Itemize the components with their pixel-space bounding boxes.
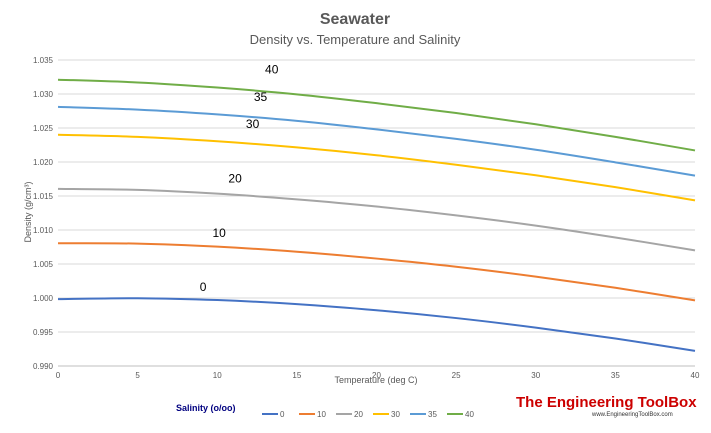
series-annotations: 0 10 20 30 35 40 [200,63,279,295]
logo-url: www.EngineeringToolBox.com [591,412,673,418]
y-axis-label: Density (g/cm³) [23,181,33,242]
series-lines [57,78,696,352]
series-annotation: 30 [246,117,260,131]
x-tick-label: 35 [611,371,620,380]
y-tick-label: 0.990 [33,362,54,371]
y-tick-label: 1.025 [33,124,54,133]
x-tick-label: 30 [531,371,540,380]
series-line-10 [57,242,696,302]
series-line-0 [57,297,696,352]
legend-entry: 20 [354,410,363,419]
x-tick-label: 25 [452,371,461,380]
series-annotation: 10 [212,226,226,240]
engineering-toolbox-logo: The Engineering ToolBox www.EngineeringT… [516,394,697,418]
legend-entry: 30 [391,410,400,419]
x-tick-label: 10 [213,371,222,380]
chart-title: Seawater [320,11,390,28]
y-tick-label: 0.995 [33,328,54,337]
y-tick-label: 1.000 [33,294,54,303]
series-annotation: 0 [200,280,207,294]
series-annotation: 35 [254,90,268,104]
series-annotation: 40 [265,63,279,77]
series-line-30 [57,133,696,202]
x-tick-labels: 0 5 10 15 20 25 30 35 40 [56,371,700,380]
y-tick-label: 1.035 [33,56,54,65]
x-tick-label: 5 [135,371,140,380]
legend-title: Salinity (o/oo) [176,403,236,413]
series-line-20 [57,187,696,252]
series-line-35 [57,105,696,177]
gridlines [58,59,695,367]
series-line-40 [57,78,696,152]
series-annotation: 20 [228,171,242,185]
x-tick-label: 15 [292,371,301,380]
y-tick-label: 1.015 [33,192,54,201]
y-tick-label: 1.010 [33,226,54,235]
y-tick-label: 1.020 [33,158,54,167]
chart-subtitle: Density vs. Temperature and Salinity [250,32,461,47]
y-tick-labels: 0.990 0.995 1.000 1.005 1.010 1.015 1.020 1.025… [33,56,54,371]
x-tick-label: 40 [691,371,700,380]
y-tick-label: 1.030 [33,90,54,99]
x-axis-label: Temperature (deg C) [334,375,417,385]
legend: 0 10 20 30 35 40 [262,410,474,419]
legend-entry: 40 [465,410,474,419]
x-tick-label: 20 [372,371,381,380]
x-tick-label: 0 [56,371,61,380]
legend-entry: 0 [280,410,285,419]
y-tick-label: 1.005 [33,260,54,269]
legend-entry: 10 [317,410,326,419]
logo-text: The Engineering ToolBox [516,394,697,411]
legend-entry: 35 [428,410,437,419]
